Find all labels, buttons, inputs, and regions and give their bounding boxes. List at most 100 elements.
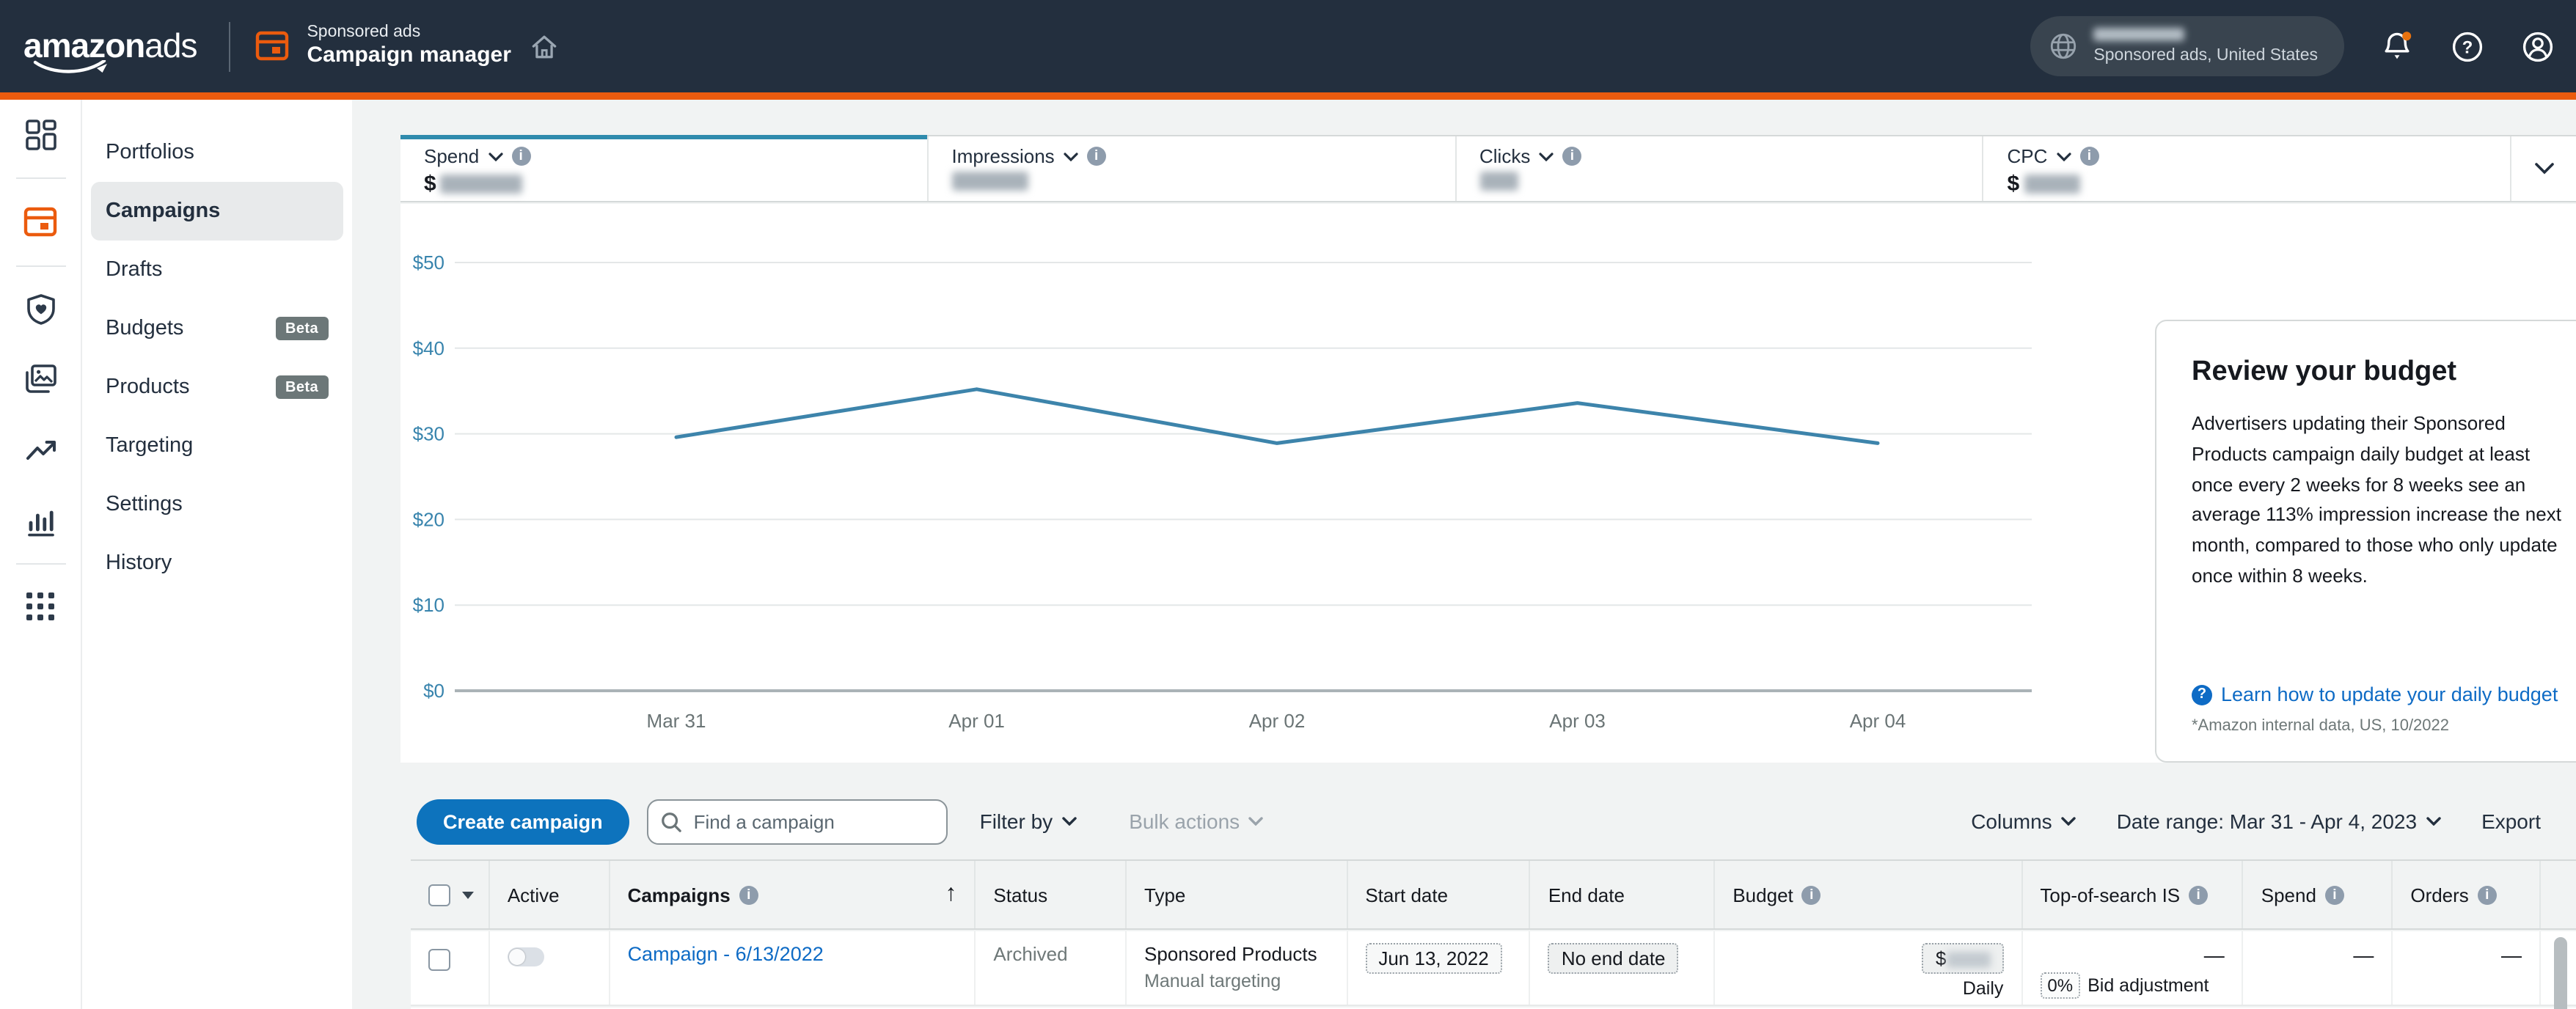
- info-icon[interactable]: i: [739, 885, 758, 904]
- learn-budget-link[interactable]: ? Learn how to update your daily budget: [2192, 683, 2558, 705]
- col-top-of-search[interactable]: Top-of-search IS i: [2040, 884, 2209, 906]
- create-campaign-button[interactable]: Create campaign: [417, 799, 629, 844]
- metric-card-cpc[interactable]: CPC i $: [1984, 136, 2511, 201]
- chevron-down-icon: [1248, 817, 1263, 826]
- account-profile-icon[interactable]: [2520, 29, 2555, 64]
- sidebar-item-label: History: [106, 551, 172, 575]
- col-end-date[interactable]: End date: [1548, 884, 1625, 906]
- col-status[interactable]: Status: [993, 884, 1048, 906]
- sidebar-item-budgets[interactable]: Budgets Beta: [91, 299, 343, 358]
- date-range-dropdown[interactable]: Date range: Mar 31 - Apr 4, 2023: [2117, 810, 2440, 833]
- campaign-name-link[interactable]: Campaign - 6/13/2022: [627, 943, 824, 965]
- sidebar-item-targeting[interactable]: Targeting: [91, 417, 343, 475]
- vertical-scrollbar[interactable]: [2554, 937, 2567, 1009]
- dashboard-icon[interactable]: [24, 119, 56, 151]
- chevron-down-icon[interactable]: [488, 152, 502, 161]
- budget-editable[interactable]: $: [1922, 943, 2004, 974]
- bulk-actions-dropdown[interactable]: Bulk actions: [1129, 810, 1263, 833]
- creatives-media-icon[interactable]: [24, 364, 56, 396]
- review-budget-title: Review your budget: [2192, 356, 2457, 387]
- home-icon[interactable]: [529, 30, 561, 62]
- chevron-down-icon: [1061, 817, 1076, 826]
- chevron-down-icon[interactable]: [2056, 152, 2071, 161]
- col-budget[interactable]: Budget i: [1732, 884, 1821, 906]
- info-icon[interactable]: i: [1801, 885, 1821, 904]
- sidebar-item-campaigns[interactable]: Campaigns: [91, 182, 343, 241]
- col-active[interactable]: Active: [507, 884, 560, 906]
- account-switcher[interactable]: Sponsored ads, United States: [2030, 16, 2344, 76]
- columns-dropdown[interactable]: Columns: [1971, 810, 2076, 833]
- sidebar-item-history[interactable]: History: [91, 534, 343, 592]
- search-input[interactable]: [646, 799, 948, 844]
- sidebar-item-products[interactable]: Products Beta: [91, 358, 343, 417]
- svg-text:Mar 31: Mar 31: [647, 710, 706, 732]
- orange-accent-bar: [0, 92, 2576, 100]
- sort-ascending-icon[interactable]: ↑: [945, 881, 957, 906]
- main-content: Spend i $ Impressions i Clicks i: [352, 100, 2576, 1009]
- metric-summary-bar: Spend i $ Impressions i Clicks i: [400, 135, 2576, 202]
- metric-value-redacted: [951, 172, 1028, 191]
- svg-text:$50: $50: [413, 252, 444, 274]
- date-range-label: Date range: Mar 31 - Apr 4, 2023: [2116, 810, 2418, 833]
- chevron-down-icon[interactable]: [1539, 152, 1554, 161]
- sidebar-item-settings[interactable]: Settings: [91, 475, 343, 534]
- insights-bar-chart-icon[interactable]: [24, 504, 56, 537]
- svg-text:$0: $0: [423, 680, 444, 702]
- icon-rail: [0, 100, 82, 1009]
- col-start-date[interactable]: Start date: [1365, 884, 1449, 906]
- beta-badge: Beta: [275, 375, 329, 399]
- info-icon[interactable]: i: [2189, 885, 2209, 904]
- campaigns-rail-icon[interactable]: [23, 205, 57, 239]
- metric-label: Clicks: [1479, 145, 1531, 167]
- sidebar-item-label: Products: [106, 375, 190, 399]
- app-identity[interactable]: Sponsored ads Campaign manager: [255, 22, 511, 70]
- chevron-down-icon[interactable]: [1064, 152, 1078, 161]
- campaign-active-toggle[interactable]: [507, 947, 544, 966]
- bid-adjustment-editable[interactable]: 0%: [2040, 972, 2081, 999]
- amazon-ads-logo[interactable]: amazonads: [23, 26, 197, 73]
- metrics-collapse-chevron[interactable]: [2511, 136, 2576, 201]
- notifications-bell-icon[interactable]: [2379, 29, 2415, 64]
- info-icon[interactable]: i: [1562, 147, 1582, 166]
- columns-label: Columns: [1971, 810, 2052, 833]
- row-checkbox[interactable]: [428, 949, 450, 971]
- col-campaigns[interactable]: Campaigns i: [628, 884, 758, 906]
- apps-grid-icon[interactable]: [25, 591, 56, 622]
- start-date-editable[interactable]: Jun 13, 2022: [1365, 943, 1502, 974]
- info-icon[interactable]: i: [2324, 885, 2344, 904]
- account-region: Sponsored ads, United States: [2093, 47, 2318, 65]
- rail-divider: [15, 265, 65, 267]
- metric-card-spend[interactable]: Spend i $: [400, 135, 929, 201]
- info-icon[interactable]: i: [2477, 885, 2497, 904]
- spend-line-chart: $50 $40 $30 $20 $10 $0 Mar 31 Apr 01 Apr…: [413, 252, 2032, 732]
- info-icon[interactable]: i: [511, 147, 531, 166]
- metric-card-clicks[interactable]: Clicks i: [1456, 136, 1984, 201]
- end-date-editable[interactable]: No end date: [1548, 943, 1679, 974]
- logo-brand-text: amazon: [23, 26, 145, 65]
- sidebar-item-label: Drafts: [106, 258, 163, 282]
- chart-gridlines: [455, 262, 2032, 692]
- campaign-table-row: Campaign - 6/13/2022 Archived Sponsored …: [411, 931, 2576, 1006]
- help-icon[interactable]: ?: [2450, 29, 2485, 64]
- export-button[interactable]: Export: [2481, 810, 2541, 833]
- col-orders[interactable]: Orders i: [2410, 884, 2497, 906]
- col-type[interactable]: Type: [1144, 884, 1186, 906]
- col-orders-label: Orders: [2410, 884, 2469, 906]
- trends-icon[interactable]: [24, 434, 56, 466]
- campaign-manager-icon: [256, 31, 289, 61]
- metric-card-impressions[interactable]: Impressions i: [929, 136, 1456, 201]
- logo-suffix-text: ads: [144, 26, 197, 65]
- select-all-checkbox[interactable]: [428, 884, 450, 906]
- col-spend[interactable]: Spend i: [2261, 884, 2344, 906]
- select-menu-caret-icon[interactable]: [462, 891, 474, 898]
- campaigns-toolbar: Create campaign Filter by Bulk actions C…: [417, 783, 2541, 859]
- info-icon[interactable]: i: [1086, 147, 1106, 166]
- top-of-search-value: —: [2203, 943, 2225, 966]
- info-icon[interactable]: i: [2079, 147, 2099, 166]
- sidebar-item-portfolios[interactable]: Portfolios: [91, 123, 343, 182]
- brand-safety-shield-icon[interactable]: [24, 293, 56, 326]
- filter-by-dropdown[interactable]: Filter by: [980, 810, 1077, 833]
- top-header: amazonads Sponsored ads Campaign manager: [0, 0, 2576, 92]
- sidebar-item-drafts[interactable]: Drafts: [91, 241, 343, 299]
- metric-prefix: $: [2007, 172, 2020, 197]
